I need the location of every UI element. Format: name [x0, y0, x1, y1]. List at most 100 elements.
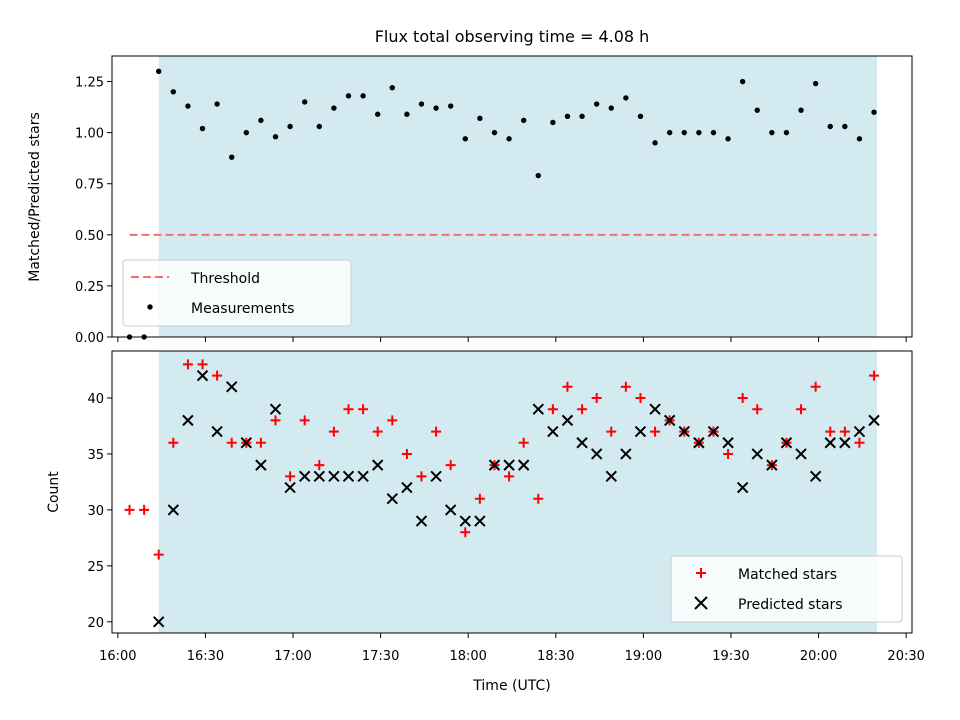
- matched-star-point: [547, 404, 558, 415]
- matched-star-point: [445, 460, 456, 471]
- legend-box: [670, 555, 903, 623]
- measurement-point: [652, 140, 658, 146]
- predicted-star-point: [547, 425, 559, 438]
- measurement-point: [579, 113, 585, 119]
- matched-star-point: [255, 437, 266, 448]
- measurement-point: [243, 129, 250, 136]
- x-axis-label: Time (UTC): [472, 678, 550, 694]
- matched-star-point: [153, 549, 164, 560]
- matched-star-point: [562, 381, 573, 392]
- matched-star-point: [182, 359, 193, 370]
- y-tick-label: 25: [87, 560, 104, 575]
- matched-star-point: [343, 404, 354, 415]
- matched-star-point: [358, 404, 369, 415]
- measurement-point: [871, 109, 877, 115]
- measurement-point: [623, 95, 629, 101]
- x-tick-label: 19:30: [712, 649, 749, 664]
- predicted-star-point: [313, 470, 326, 483]
- legend-measurement-swatch: [147, 304, 153, 310]
- measurement-point: [696, 129, 702, 136]
- matched-star-point: [416, 471, 427, 482]
- predicted-star-point: [824, 437, 836, 449]
- predicted-star-point: [474, 515, 486, 527]
- measurement-point: [754, 107, 760, 113]
- matched-star-point: [825, 426, 836, 437]
- measurement-point: [199, 125, 206, 132]
- x-tick-label: 16:30: [187, 649, 224, 664]
- measurement-point: [462, 136, 468, 142]
- predicted-star-point: [561, 414, 574, 427]
- measurement-point: [666, 129, 673, 136]
- predicted-star-point: [328, 470, 340, 483]
- measurement-point: [827, 123, 833, 130]
- measurement-point: [608, 105, 614, 111]
- predicted-star-point: [663, 414, 676, 427]
- x-tick-label: 19:00: [625, 649, 662, 664]
- legend-threshold-label: Threshold: [190, 271, 260, 287]
- measurement-point: [856, 136, 863, 142]
- matched-star-point: [328, 426, 339, 437]
- predicted-star-point: [605, 470, 617, 483]
- bottom-y-axis-label: Count: [46, 471, 62, 513]
- predicted-star-point: [444, 504, 457, 516]
- matched-star-point: [270, 415, 281, 426]
- matched-star-point: [504, 471, 515, 482]
- matched-star-point: [869, 370, 880, 381]
- predicted-star-point: [196, 369, 209, 382]
- measurement-point: [550, 119, 556, 126]
- x-tick-label: 17:30: [362, 649, 399, 664]
- predicted-star-point: [795, 448, 807, 460]
- matched-star-point: [197, 359, 208, 370]
- measurement-point: [287, 123, 293, 130]
- measurement-point: [389, 84, 395, 91]
- predicted-star-point: [269, 403, 282, 415]
- predicted-star-point: [342, 470, 355, 483]
- predicted-star-point: [371, 459, 384, 471]
- matched-star-point: [533, 493, 544, 504]
- x-tick-label: 18:30: [537, 649, 574, 664]
- measurement-point: [681, 129, 687, 136]
- x-tick-label: 20:30: [887, 649, 924, 664]
- plot-frame: [111, 350, 913, 634]
- matched-star-point: [474, 493, 485, 504]
- predicted-star-point: [357, 470, 369, 483]
- measurement-point: [360, 93, 366, 99]
- predicted-star-point: [649, 403, 661, 415]
- predicted-star-point: [459, 515, 471, 527]
- measurement-point: [593, 101, 600, 107]
- measurement-point: [535, 172, 541, 179]
- measurement-point: [637, 113, 644, 119]
- predicted-star-point: [255, 459, 267, 471]
- top-y-axis-label: Matched/Predicted stars: [27, 112, 43, 282]
- measurement-point: [477, 115, 483, 122]
- predicted-star-point: [751, 448, 763, 460]
- measurement-point: [345, 93, 352, 99]
- measurement-point: [739, 78, 746, 85]
- matched-star-point: [854, 437, 865, 448]
- matched-star-point: [460, 527, 471, 538]
- predicted-star-point: [401, 481, 413, 494]
- measurement-point: [185, 103, 191, 109]
- predicted-star-point: [853, 425, 866, 438]
- measurement-point: [331, 105, 337, 111]
- matched-star-point: [591, 393, 602, 403]
- predicted-star-point: [211, 425, 223, 438]
- predicted-star-point: [430, 470, 442, 483]
- predicted-star-point: [182, 414, 194, 427]
- measurement-point: [725, 136, 731, 142]
- y-tick-label: 1.25: [75, 76, 104, 91]
- measurement-point: [564, 113, 571, 119]
- legend-matched-label: Matched stars: [738, 567, 837, 583]
- measurement-point: [783, 129, 790, 136]
- predicted-star-point: [240, 437, 253, 449]
- y-tick-label: 0.50: [75, 229, 104, 244]
- x-tick-label: 20:00: [800, 649, 837, 664]
- predicted-star-point: [590, 448, 603, 460]
- predicted-star-point: [386, 493, 398, 505]
- predicted-star-point: [153, 616, 165, 628]
- predicted-star-point: [678, 425, 690, 438]
- x-tick-label: 16:00: [99, 649, 136, 664]
- ratio-panel: 0.00 0.25 0.50 0.75 1.00 1.25 Threshold Measure…: [75, 55, 913, 346]
- predicted-star-point: [809, 470, 822, 483]
